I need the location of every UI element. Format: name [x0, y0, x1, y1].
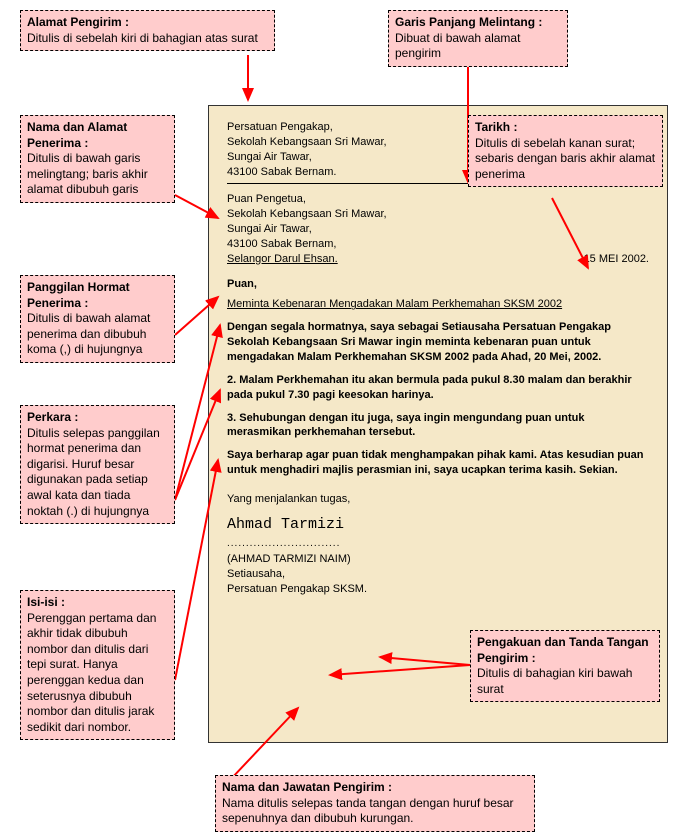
callout-date: Tarikh : Ditulis di sebelah kanan surat;…: [468, 115, 663, 187]
sender-line: 43100 Sabak Bernam.: [227, 166, 336, 178]
closing-phrase: Yang menjalankan tugas,: [227, 492, 649, 507]
letter-date: 15 MEI 2002.: [584, 252, 649, 267]
callout-horizontal-line: Garis Panjang Melintang : Dibuat di bawa…: [388, 10, 568, 67]
recipient-line: Puan Pengetua,: [227, 193, 306, 205]
paragraph-3: 3. Sehubungan dengan itu juga, saya ingi…: [227, 411, 649, 441]
signature-name: (AHMAD TARMIZI NAIM): [227, 552, 649, 567]
callout-salutation: Panggilan Hormat Penerima : Ditulis di b…: [20, 275, 175, 363]
callout-title: Perkara :: [27, 410, 78, 424]
signature-role: Setiausaha,: [227, 567, 649, 582]
recipient-line-underlined: Selangor Darul Ehsan.: [227, 253, 338, 265]
callout-title: Tarikh :: [475, 120, 517, 134]
recipient-line: 43100 Sabak Bernam,: [227, 238, 336, 250]
callout-recipient-address: Nama dan Alamat Penerima : Ditulis di ba…: [20, 115, 175, 203]
recipient-block: Puan Pengetua, Sekolah Kebangsaan Sri Ma…: [227, 192, 649, 266]
callout-signature: Pengakuan dan Tanda Tangan Pengirim : Di…: [470, 630, 660, 702]
sender-line: Sekolah Kebangsaan Sri Mawar,: [227, 136, 387, 148]
callout-desc: Ditulis di bawah garis melingtang; baris…: [27, 151, 148, 196]
callout-title: Pengakuan dan Tanda Tangan Pengirim :: [477, 635, 649, 665]
callout-title: Isi-isi :: [27, 595, 65, 609]
callout-content: Isi-isi : Perenggan pertama dan akhir ti…: [20, 590, 175, 740]
paragraph-4: Saya berharap agar puan tidak menghampak…: [227, 448, 649, 478]
recipient-line: Sungai Air Tawar,: [227, 223, 312, 235]
sender-line: Sungai Air Tawar,: [227, 151, 312, 163]
callout-desc: Perenggan pertama dan akhir tidak dibubu…: [27, 611, 156, 734]
callout-desc: Ditulis di bahagian kiri bawah surat: [477, 666, 632, 696]
callout-desc: Nama ditulis selepas tanda tangan dengan…: [222, 796, 514, 826]
callout-title: Panggilan Hormat Penerima :: [27, 280, 130, 310]
callout-subject: Perkara : Ditulis selepas panggilan horm…: [20, 405, 175, 524]
callout-title: Nama dan Jawatan Pengirim :: [222, 780, 392, 794]
salutation: Puan,: [227, 277, 649, 292]
callout-desc: Ditulis di sebelah kiri di bahagian atas…: [27, 31, 258, 45]
sender-line: Persatuan Pengakap,: [227, 121, 333, 133]
callout-desc: Ditulis di bawah alamat penerima dan dib…: [27, 311, 150, 356]
callout-sender-address: Alamat Pengirim : Ditulis di sebelah kir…: [20, 10, 275, 51]
callout-desc: Ditulis selepas panggilan hormat penerim…: [27, 426, 160, 518]
recipient-line: Sekolah Kebangsaan Sri Mawar,: [227, 208, 387, 220]
signature-role: Persatuan Pengakap SKSM.: [227, 582, 649, 597]
signature-script: Ahmad Tarmizi: [227, 515, 649, 535]
subject-line: Meminta Kebenaran Mengadakan Malam Perkh…: [227, 297, 649, 312]
callout-name-role: Nama dan Jawatan Pengirim : Nama ditulis…: [215, 775, 535, 832]
signature-dots: ..............................: [227, 537, 649, 551]
callout-title: Alamat Pengirim :: [27, 15, 129, 29]
paragraph-1: Dengan segala hormatnya, saya sebagai Se…: [227, 320, 649, 365]
callout-desc: Ditulis di sebelah kanan surat; sebaris …: [475, 136, 655, 181]
callout-desc: Dibuat di bawah alamat pengirim: [395, 31, 520, 61]
callout-title: Nama dan Alamat Penerima :: [27, 120, 127, 150]
callout-title: Garis Panjang Melintang :: [395, 15, 542, 29]
paragraph-2: 2. Malam Perkhemahan itu akan bermula pa…: [227, 373, 649, 403]
